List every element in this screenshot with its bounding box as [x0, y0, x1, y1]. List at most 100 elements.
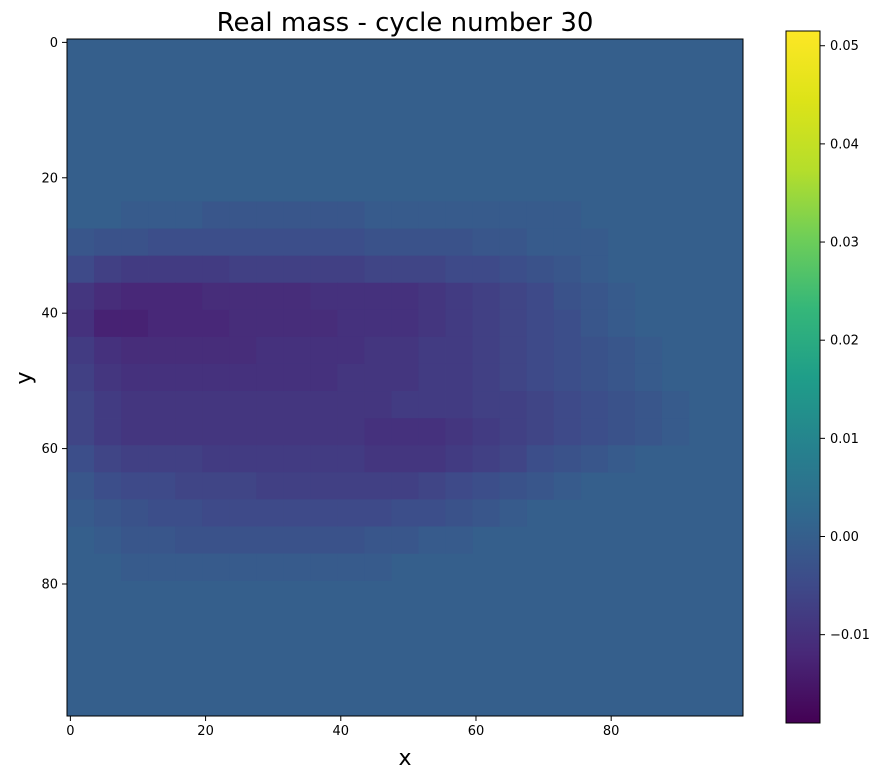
heatmap-cell — [364, 553, 392, 581]
heatmap-cell — [229, 499, 257, 527]
heatmap-cell — [256, 228, 284, 256]
heatmap-cell — [229, 526, 257, 554]
heatmap-cell — [175, 499, 203, 527]
colorbar-tick-label: 0.05 — [830, 39, 859, 54]
heatmap-cell — [310, 363, 338, 392]
heatmap-cell — [580, 363, 609, 392]
x-tick-label: 60 — [468, 724, 485, 739]
colorbar-tick-label: 0.00 — [830, 530, 859, 545]
heatmap-cell — [445, 391, 473, 419]
heatmap-cell — [364, 363, 392, 392]
heatmap-cell — [229, 255, 257, 284]
heatmap-cell — [391, 282, 419, 311]
heatmap-cell — [148, 472, 176, 500]
heatmap-cell — [121, 336, 149, 365]
heatmap-cell — [337, 363, 365, 392]
heatmap-cell — [229, 201, 257, 229]
heatmap-cell — [364, 309, 392, 338]
x-tick-label: 20 — [197, 724, 214, 739]
heatmap-cell — [202, 553, 230, 581]
heatmap-cell — [67, 336, 95, 365]
heatmap-cell — [310, 553, 338, 581]
heatmap-cell — [67, 499, 95, 527]
heatmap-cell — [229, 228, 257, 256]
heatmap-cell — [229, 282, 257, 311]
heatmap-cell — [472, 255, 500, 284]
heatmap-cell — [391, 201, 419, 229]
heatmap-cell — [256, 255, 284, 284]
heatmap-cell — [121, 363, 149, 392]
heatmap-cell — [553, 363, 582, 392]
heatmap-cell — [256, 472, 284, 500]
heatmap-cell — [283, 472, 311, 500]
heatmap-cell — [526, 418, 555, 446]
heatmap-cell — [553, 472, 582, 500]
heatmap-cell — [310, 336, 338, 365]
heatmap-cell — [418, 526, 446, 554]
heatmap-cell — [391, 445, 419, 473]
heatmap-cell — [472, 499, 500, 527]
heatmap-cell — [175, 526, 203, 554]
heatmap-cell — [283, 499, 311, 527]
heatmap-cell — [175, 282, 203, 311]
heatmap-cell — [472, 309, 500, 338]
heatmap-cell — [499, 472, 527, 500]
heatmap-cell — [121, 391, 149, 419]
heatmap-cell — [391, 391, 419, 419]
heatmap-cell — [121, 499, 149, 527]
heatmap-cell — [175, 391, 203, 419]
heatmap-cell — [607, 445, 636, 473]
heatmap-cell — [364, 228, 392, 256]
heatmap-cell — [256, 526, 284, 554]
heatmap-cell — [256, 309, 284, 338]
heatmap-cell — [364, 526, 392, 554]
heatmap-cell — [202, 336, 230, 365]
heatmap-cell — [310, 526, 338, 554]
heatmap-cell — [364, 391, 392, 419]
y-axis-ticks: 0 20 40 60 80 — [41, 36, 67, 592]
heatmap-cell — [364, 472, 392, 500]
heatmap-cell — [337, 499, 365, 527]
heatmap-cell — [256, 391, 284, 419]
heatmap-cell — [256, 201, 284, 229]
heatmap-cell — [202, 472, 230, 500]
heatmap-cell — [472, 282, 500, 311]
colorbar-tick-label: 0.02 — [830, 334, 859, 349]
heatmap-cell — [121, 255, 149, 284]
heatmap-cell — [391, 472, 419, 500]
heatmap-cell — [256, 445, 284, 473]
heatmap-cell — [94, 391, 122, 419]
heatmap-cell — [256, 282, 284, 311]
heatmap-cell — [337, 309, 365, 338]
x-axis-ticks: 0 20 40 60 80 — [66, 716, 619, 739]
x-tick-label: 40 — [333, 724, 350, 739]
heatmap-cell — [94, 418, 122, 446]
heatmap-cell — [148, 255, 176, 284]
heatmap-cell — [607, 336, 636, 365]
y-tick-label: 0 — [50, 36, 58, 51]
heatmap-cell — [283, 201, 311, 229]
heatmap-cell — [283, 526, 311, 554]
heatmap-cell — [580, 228, 609, 256]
heatmap-cell — [337, 282, 365, 311]
heatmap-cell — [202, 255, 230, 284]
heatmap-cell — [67, 445, 95, 473]
heatmap-cell — [94, 363, 122, 392]
heatmap-cell — [634, 336, 663, 365]
heatmap-cell — [175, 445, 203, 473]
heatmap-cell — [94, 228, 122, 256]
heatmap-cell — [94, 282, 122, 311]
heatmap-cell — [121, 472, 149, 500]
heatmap-cell — [364, 282, 392, 311]
heatmap-cell — [607, 391, 636, 419]
heatmap-cell — [526, 391, 555, 419]
heatmap-cell — [634, 418, 663, 446]
heatmap-cell — [175, 553, 203, 581]
heatmap-cell — [121, 418, 149, 446]
heatmap-cell — [553, 282, 582, 311]
heatmap-cell — [607, 282, 636, 311]
heatmap-cell — [445, 336, 473, 365]
heatmap-cell — [148, 418, 176, 446]
heatmap-cell — [499, 228, 527, 256]
